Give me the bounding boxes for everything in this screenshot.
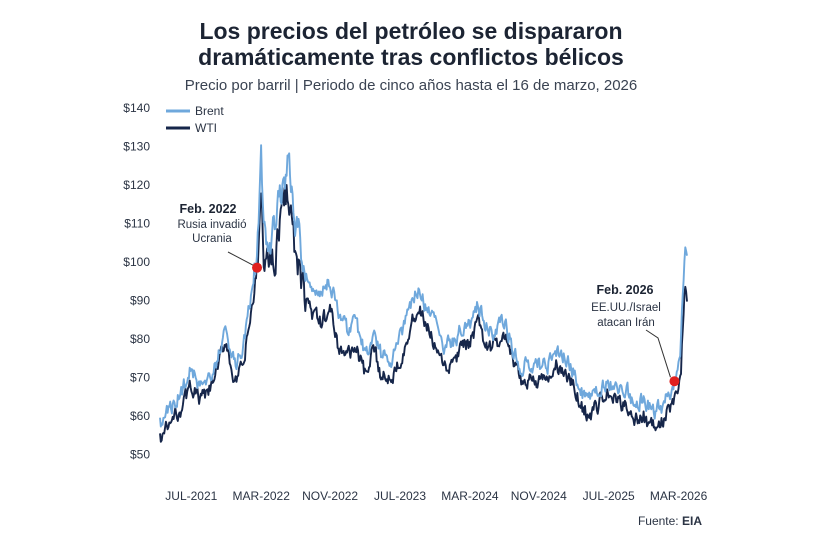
source-note: Fuente: EIA — [638, 514, 702, 528]
legend-label-brent: Brent — [195, 104, 224, 118]
series-line-wti — [159, 183, 688, 443]
x-tick-label: MAR-2022 — [233, 489, 291, 503]
x-tick-label: NOV-2024 — [511, 489, 567, 503]
annotation-title: Feb. 2022 — [180, 202, 237, 216]
y-tick-label: $70 — [130, 370, 150, 384]
y-tick-label: $120 — [123, 178, 150, 192]
y-tick-label: $50 — [130, 447, 150, 461]
y-tick-label: $90 — [130, 293, 150, 307]
x-tick-label: NOV-2022 — [302, 489, 358, 503]
y-tick-label: $100 — [123, 255, 150, 269]
y-tick-label: $140 — [123, 101, 150, 115]
x-tick-label: JUL-2023 — [374, 489, 426, 503]
chart-title-line1: Los precios del petróleo se dispararon — [199, 18, 623, 44]
x-tick-label: MAR-2026 — [650, 489, 708, 503]
x-tick-label: MAR-2024 — [441, 489, 499, 503]
event-marker — [669, 376, 680, 387]
chart-subtitle: Precio por barril | Periodo de cinco año… — [184, 77, 638, 94]
axis-layer: $50 $60 $70 $80 $90 $100 $110 $120 $130 $140 JUL-2… — [123, 101, 707, 503]
annotation-text: Rusia invadió — [177, 219, 246, 231]
annotation-title: Feb. 2026 — [597, 283, 654, 297]
legend-label-wti: WTI — [195, 121, 217, 135]
annotation-layer: Feb. 2022 Rusia invadió Ucrania Feb. 2026 EE… — [177, 202, 680, 387]
annotation-text: Ucrania — [192, 233, 232, 245]
legend: Brent WTI — [166, 104, 224, 135]
annotation-leader — [227, 251, 255, 267]
annotation-leader — [645, 329, 671, 378]
y-tick-label: $80 — [130, 332, 150, 346]
series-line-brent — [159, 144, 688, 428]
y-tick-label: $130 — [123, 139, 150, 153]
x-tick-label: JUL-2025 — [583, 489, 635, 503]
y-tick-label: $60 — [130, 409, 150, 423]
source-value: EIA — [681, 514, 702, 528]
annotation-text: EE.UU./Israel — [591, 302, 661, 314]
chart-title: Los precios del petróleo se dispararon d… — [0, 18, 822, 70]
series-layer — [159, 144, 688, 443]
chart-title-line2: dramáticamente tras conflictos bélicos — [198, 44, 624, 70]
source-label: Fuente: — [637, 514, 679, 528]
x-tick-label: JUL-2021 — [165, 489, 217, 503]
event-marker — [252, 262, 263, 273]
annotation-text: atacan Irán — [597, 317, 655, 329]
y-tick-label: $110 — [124, 216, 150, 230]
